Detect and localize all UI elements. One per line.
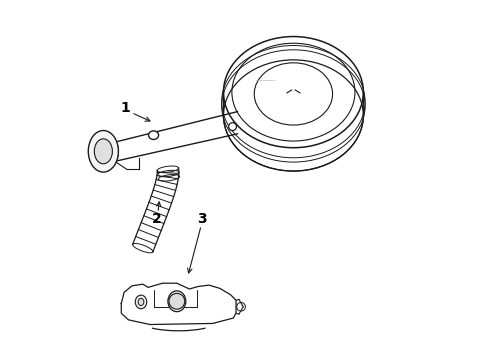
Ellipse shape xyxy=(94,139,112,164)
Ellipse shape xyxy=(148,131,159,139)
Text: 1: 1 xyxy=(120,101,130,115)
Text: 2: 2 xyxy=(152,212,162,226)
Ellipse shape xyxy=(88,131,119,172)
Ellipse shape xyxy=(135,295,147,309)
Ellipse shape xyxy=(138,298,144,306)
Circle shape xyxy=(169,293,185,309)
Ellipse shape xyxy=(229,123,237,131)
Text: 3: 3 xyxy=(197,212,207,226)
Text: ────────: ──────── xyxy=(255,79,275,83)
Ellipse shape xyxy=(168,291,186,312)
